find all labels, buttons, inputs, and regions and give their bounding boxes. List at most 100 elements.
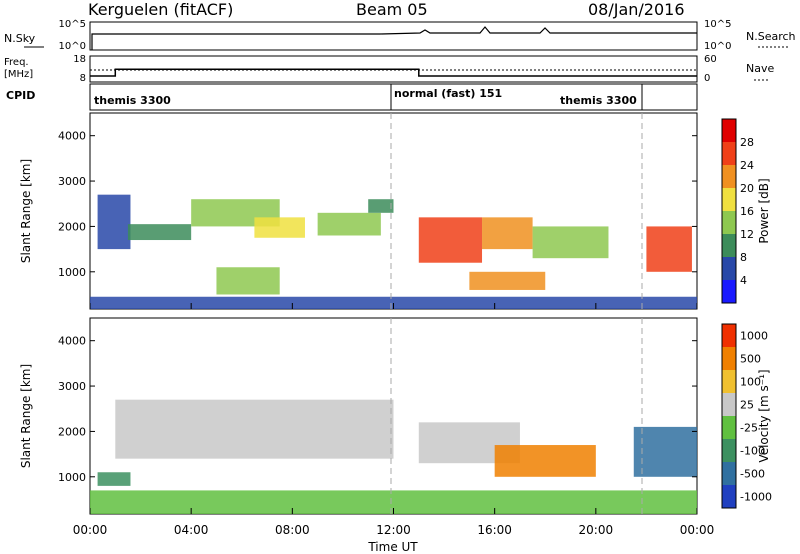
date-title: 08/Jan/2016	[588, 0, 685, 19]
power-colorbar-cell-6	[722, 165, 736, 188]
power-echo-region-6	[317, 212, 381, 236]
nave-tick-top: 60	[704, 54, 717, 65]
x-tick-label-3: 08:00	[275, 523, 310, 537]
velocity-colorbar-tick-5: -25	[740, 422, 758, 435]
velocity-y-axis: 1000 2000 3000 4000	[58, 335, 697, 484]
velocity-colorbar-tick-4: 25	[740, 399, 754, 412]
cpid-label: CPID	[6, 89, 35, 102]
velocity-colorbar-cell-7	[722, 347, 736, 370]
nsearch-tick-top: 10^5	[704, 19, 731, 30]
velocity-colorbar-tick-3: 100	[740, 376, 761, 389]
freq-tick-top: 18	[73, 54, 86, 65]
velocity-colorbar-tick-7: -500	[740, 468, 765, 481]
power-panel: 1000 2000 3000 4000 Slant Range [km] 4 8 12 16…	[19, 112, 771, 310]
power-colorbar-tick-6: 24	[740, 159, 754, 172]
nsearch-tick-bottom: 10^0	[704, 41, 731, 52]
power-ytick-label-3: 3000	[58, 175, 86, 188]
power-echo-region-13	[90, 296, 697, 309]
x-tick-label-4: 12:00	[376, 523, 411, 537]
power-colorbar-frame	[721, 118, 737, 304]
x-tick-label-5: 16:00	[477, 523, 512, 537]
power-echo-region-5	[216, 267, 280, 295]
power-colorbar-cell-2	[722, 257, 736, 280]
velocity-echo-region-4	[494, 445, 596, 477]
velocity-ytick-label-4: 4000	[58, 335, 86, 348]
nsky-line	[91, 26, 697, 50]
power-echo-region-10	[469, 271, 546, 290]
velocity-colorbar-cell-4	[722, 416, 736, 439]
beam-title: Beam 05	[356, 0, 428, 19]
velocity-colorbar-label: Velocity [m s⁻¹]	[757, 369, 771, 462]
power-echo-region-9	[482, 217, 533, 250]
velocity-ylabel: Slant Range [km]	[19, 364, 33, 468]
power-echo-region-2	[127, 224, 192, 241]
velocity-colorbar-cell-5	[722, 393, 736, 416]
power-echo-region-11	[532, 226, 609, 259]
nsearch-label: N.Search	[746, 30, 796, 43]
power-colorbar-cell-8	[722, 119, 736, 142]
velocity-echo-region-6	[90, 490, 697, 514]
velocity-ytick-label-2: 2000	[58, 425, 86, 438]
velocity-echo-region-1	[97, 472, 131, 486]
power-ytick-label-1: 1000	[58, 266, 86, 279]
power-colorbar-cell-5	[722, 188, 736, 211]
x-tick-label-2: 04:00	[174, 523, 209, 537]
power-colorbar-label: Power [dB]	[757, 178, 771, 243]
station-title: Kerguelen (fitACF)	[88, 0, 234, 19]
power-ytick-label-4: 4000	[58, 130, 86, 143]
power-y-axis: 1000 2000 3000 4000	[58, 130, 697, 279]
power-echo-region-8	[418, 217, 483, 263]
nsky-label: N.Sky	[4, 32, 36, 45]
freq-line	[90, 68, 697, 77]
velocity-echo-region-5	[633, 426, 697, 477]
velocity-colorbar-tick-6: -100	[740, 445, 765, 458]
cpid-strip: CPID themis 3300 normal (fast) 151 themi…	[6, 83, 698, 111]
cpid-frame	[89, 83, 698, 111]
power-echo-region-4	[254, 217, 305, 238]
velocity-colorbar-cell-1	[722, 485, 736, 508]
power-colorbar: 4 8 12 16 20 24 28	[721, 118, 754, 304]
power-colorbar-cell-4	[722, 211, 736, 234]
velocity-colorbar-cell-8	[722, 324, 736, 347]
velocity-colorbar-cell-6	[722, 370, 736, 393]
nsky-frame	[89, 21, 698, 51]
velocity-colorbar-tick-8: -1000	[740, 491, 772, 504]
velocity-colorbar-tick-2: 500	[740, 353, 761, 366]
x-axis: 00:00 04:00 08:00 12:00 16:00 20:00 00:00	[73, 303, 714, 537]
velocity-echo-region-2	[115, 399, 394, 459]
velocity-panel: 1000 2000 3000 4000 Slant Range [km] 1000 50…	[19, 317, 772, 515]
freq-unit: [MHz]	[4, 69, 33, 80]
nave-tick-bottom: 0	[704, 73, 710, 84]
nsky-tick-bottom: 10^0	[59, 41, 86, 52]
velocity-ytick-label-1: 1000	[58, 471, 86, 484]
power-colorbar-tick-5: 20	[740, 182, 754, 195]
power-colorbar-cell-1	[722, 280, 736, 303]
power-colorbar-tick-7: 28	[740, 136, 754, 149]
velocity-colorbar: 1000 500 100 25 -25 -100 -500 -1000	[721, 323, 772, 509]
power-data	[90, 194, 697, 309]
velocity-ytick-label-3: 3000	[58, 380, 86, 393]
nave-label: Nave	[746, 62, 774, 75]
freq-frame	[89, 55, 698, 83]
cpid-segment-2: normal (fast) 151	[394, 87, 502, 100]
x-tick-label-1: 00:00	[73, 523, 108, 537]
velocity-colorbar-frame	[721, 323, 737, 509]
velocity-data	[90, 399, 697, 514]
power-colorbar-tick-3: 12	[740, 228, 754, 241]
velocity-colorbar-cell-2	[722, 462, 736, 485]
cpid-segment-1: themis 3300	[94, 94, 171, 107]
freq-label: Freq.	[4, 57, 29, 68]
freq-tick-bottom: 8	[80, 73, 86, 84]
power-ylabel: Slant Range [km]	[19, 159, 33, 263]
power-colorbar-cell-7	[722, 142, 736, 165]
power-colorbar-tick-1: 4	[740, 274, 747, 287]
power-colorbar-tick-4: 16	[740, 205, 754, 218]
x-tick-label-6: 20:00	[579, 523, 614, 537]
power-colorbar-cell-3	[722, 234, 736, 257]
power-echo-region-12	[646, 226, 692, 272]
nsky-strip: N.Sky 10^5 10^0 10^5 10^0 N.Search	[4, 19, 796, 52]
power-ytick-label-2: 2000	[58, 220, 86, 233]
power-colorbar-tick-2: 8	[740, 251, 747, 264]
cpid-segment-3: themis 3300	[560, 94, 637, 107]
